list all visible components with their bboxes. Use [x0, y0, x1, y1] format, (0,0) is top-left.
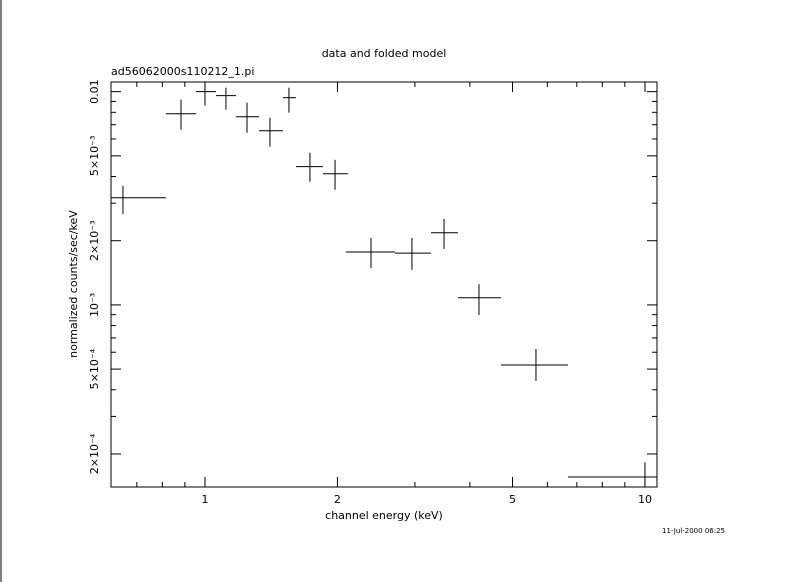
timestamp: 11-Jul-2000 06:25	[662, 527, 725, 535]
y-tick-label: 5×10⁻³	[88, 136, 101, 176]
chart-title: data and folded model	[322, 47, 447, 60]
x-tick-label: 5	[509, 493, 516, 506]
y-axis-label: normalized counts/sec/keV	[67, 210, 80, 358]
y-tick-label: 5×10⁻⁴	[88, 348, 101, 389]
y-tick-label: 2×10⁻⁴	[88, 433, 101, 474]
x-tick-label: 10	[638, 493, 652, 506]
y-tick-label: 2×10⁻³	[88, 221, 101, 261]
plot-frame	[110, 81, 658, 488]
y-tick-label: 10⁻³	[88, 293, 101, 317]
x-axis-label: channel energy (keV)	[325, 509, 443, 522]
x-tick-label: 1	[201, 493, 208, 506]
chart-subtitle: ad56062000s110212_1.pi	[111, 65, 254, 78]
y-tick-label: 0.01	[88, 79, 101, 104]
x-tick-label: 2	[334, 493, 341, 506]
